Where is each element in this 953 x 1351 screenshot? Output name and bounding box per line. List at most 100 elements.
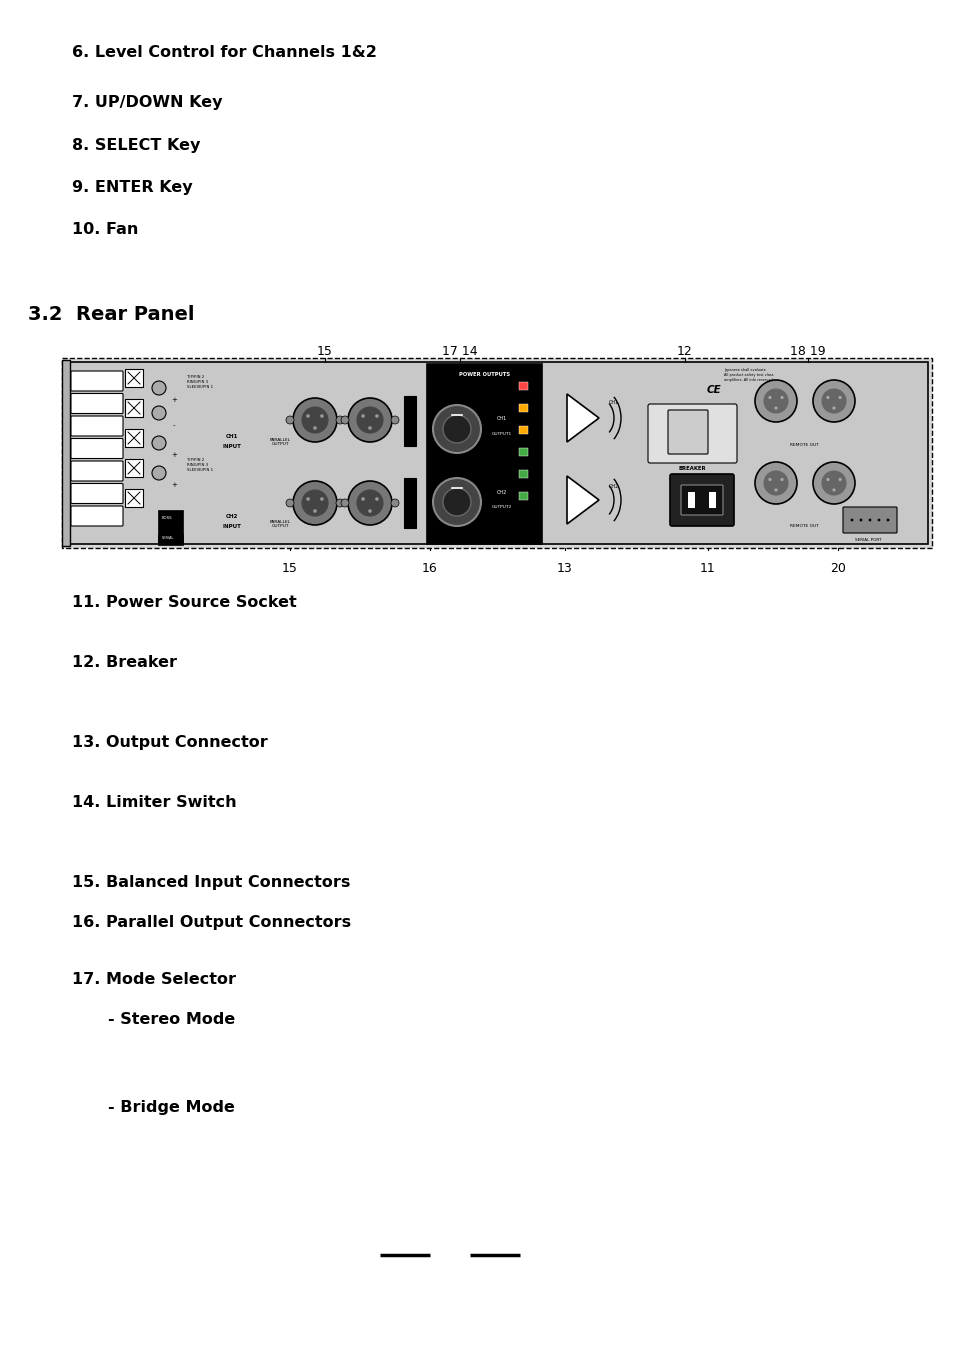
- Circle shape: [763, 471, 787, 494]
- Circle shape: [867, 519, 870, 521]
- FancyBboxPatch shape: [519, 382, 528, 390]
- Text: CH2: CH2: [608, 484, 618, 489]
- Circle shape: [286, 499, 294, 507]
- Circle shape: [368, 426, 372, 430]
- Circle shape: [780, 396, 782, 399]
- Circle shape: [293, 399, 336, 442]
- Circle shape: [320, 497, 323, 501]
- Circle shape: [850, 519, 853, 521]
- FancyBboxPatch shape: [62, 358, 931, 549]
- Circle shape: [356, 407, 382, 434]
- Text: 11. Power Source Socket: 11. Power Source Socket: [71, 594, 296, 611]
- Circle shape: [313, 426, 316, 430]
- Circle shape: [152, 381, 166, 394]
- Circle shape: [375, 415, 378, 417]
- Circle shape: [433, 405, 480, 453]
- Circle shape: [774, 407, 777, 409]
- Text: 14. Limiter Switch: 14. Limiter Switch: [71, 794, 236, 811]
- Polygon shape: [566, 394, 598, 442]
- Text: 15: 15: [316, 345, 333, 358]
- Circle shape: [754, 462, 796, 504]
- Circle shape: [838, 478, 841, 481]
- Text: 15. Balanced Input Connectors: 15. Balanced Input Connectors: [71, 875, 350, 890]
- Text: POWER OUTPUTS: POWER OUTPUTS: [458, 372, 510, 377]
- Circle shape: [767, 478, 771, 481]
- FancyBboxPatch shape: [66, 362, 927, 544]
- Circle shape: [838, 396, 841, 399]
- Circle shape: [825, 396, 829, 399]
- Circle shape: [152, 407, 166, 420]
- FancyBboxPatch shape: [680, 485, 722, 515]
- Text: 13. Output Connector: 13. Output Connector: [71, 735, 268, 750]
- Circle shape: [877, 519, 880, 521]
- Circle shape: [832, 407, 835, 409]
- Circle shape: [885, 519, 888, 521]
- Circle shape: [356, 490, 382, 516]
- FancyBboxPatch shape: [427, 363, 541, 544]
- Text: +: +: [171, 482, 176, 488]
- FancyBboxPatch shape: [403, 478, 416, 528]
- Text: INPUT: INPUT: [222, 443, 241, 449]
- FancyBboxPatch shape: [71, 393, 123, 413]
- Circle shape: [391, 499, 398, 507]
- Circle shape: [340, 416, 349, 424]
- FancyBboxPatch shape: [669, 474, 733, 526]
- Text: 20: 20: [829, 562, 845, 576]
- Circle shape: [442, 415, 471, 443]
- Text: OUTPUT1: OUTPUT1: [492, 432, 512, 436]
- Circle shape: [821, 471, 845, 494]
- Circle shape: [340, 499, 349, 507]
- FancyBboxPatch shape: [71, 507, 123, 526]
- Circle shape: [832, 489, 835, 492]
- FancyBboxPatch shape: [158, 509, 183, 544]
- Circle shape: [754, 380, 796, 422]
- Text: -: -: [172, 422, 175, 428]
- Circle shape: [442, 488, 471, 516]
- Text: TIP/PIN 2
RING/PIN 3
SLEEVE/PIN 1: TIP/PIN 2 RING/PIN 3 SLEEVE/PIN 1: [187, 458, 213, 471]
- Circle shape: [348, 481, 392, 526]
- FancyBboxPatch shape: [158, 534, 183, 543]
- Text: 3.2  Rear Panel: 3.2 Rear Panel: [28, 305, 194, 324]
- FancyBboxPatch shape: [667, 409, 707, 454]
- Text: 16: 16: [421, 562, 437, 576]
- FancyBboxPatch shape: [125, 430, 143, 447]
- Circle shape: [821, 389, 845, 413]
- Text: CE: CE: [706, 385, 720, 394]
- Text: CH2: CH2: [226, 513, 238, 519]
- FancyBboxPatch shape: [403, 396, 416, 446]
- Circle shape: [812, 380, 854, 422]
- FancyBboxPatch shape: [842, 507, 896, 534]
- Circle shape: [825, 478, 829, 481]
- FancyBboxPatch shape: [519, 449, 528, 457]
- Text: INPUT: INPUT: [222, 523, 241, 528]
- FancyBboxPatch shape: [71, 484, 123, 504]
- Text: PARALLEL
OUTPUT: PARALLEL OUTPUT: [269, 520, 291, 528]
- Text: REMOTE OUT: REMOTE OUT: [789, 443, 818, 447]
- Text: CH1: CH1: [608, 400, 618, 405]
- FancyBboxPatch shape: [71, 416, 123, 436]
- FancyBboxPatch shape: [708, 492, 716, 508]
- Text: BREAKER: BREAKER: [678, 466, 705, 470]
- Text: +: +: [171, 397, 176, 403]
- Polygon shape: [566, 476, 598, 524]
- Text: 17. Mode Selector: 17. Mode Selector: [71, 971, 235, 988]
- Circle shape: [302, 407, 328, 434]
- Circle shape: [313, 509, 316, 513]
- Text: OUTPUT2: OUTPUT2: [492, 505, 512, 509]
- Circle shape: [433, 478, 480, 526]
- Circle shape: [348, 399, 392, 442]
- FancyBboxPatch shape: [519, 492, 528, 500]
- Circle shape: [302, 490, 328, 516]
- Circle shape: [293, 481, 336, 526]
- Circle shape: [306, 497, 310, 501]
- Text: CH2: CH2: [497, 489, 507, 494]
- Text: BOSS: BOSS: [162, 516, 172, 520]
- Text: 6. Level Control for Channels 1&2: 6. Level Control for Channels 1&2: [71, 45, 376, 59]
- FancyBboxPatch shape: [519, 404, 528, 412]
- Text: 7. UP/DOWN Key: 7. UP/DOWN Key: [71, 95, 222, 109]
- FancyBboxPatch shape: [125, 459, 143, 477]
- Circle shape: [152, 436, 166, 450]
- Text: REMOTE OUT: REMOTE OUT: [789, 524, 818, 528]
- FancyBboxPatch shape: [125, 489, 143, 507]
- Text: Japanese shall evaluate
All product safety test class
amplifiers. All info reser: Japanese shall evaluate All product safe…: [723, 367, 773, 382]
